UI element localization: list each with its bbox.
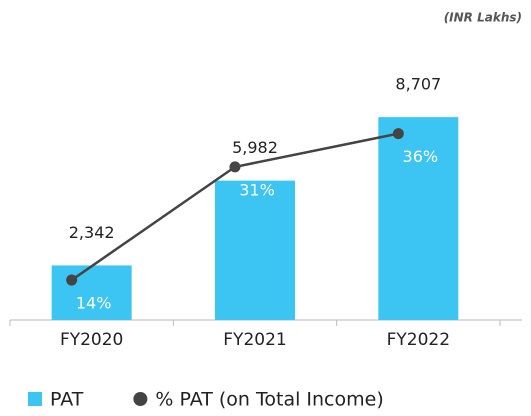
bar-value-label: 5,982 [232, 138, 278, 157]
legend-swatch [133, 392, 148, 406]
legend-label: PAT [50, 389, 84, 411]
bar [215, 180, 295, 320]
x-tick-label: FY2020 [60, 330, 123, 350]
line-value-label: 14% [76, 294, 112, 313]
line-point [392, 128, 404, 140]
x-tick-label: FY2021 [223, 330, 286, 350]
x-tick-label: FY2022 [387, 330, 450, 350]
bar [378, 117, 459, 321]
line-value-label: 36% [403, 147, 439, 166]
legend-swatch [28, 392, 42, 406]
bar-value-label: 8,707 [395, 75, 441, 94]
legend-label: % PAT (on Total Income) [155, 389, 383, 411]
line-point [66, 274, 78, 286]
bar [51, 265, 132, 320]
subtitle: (INR Lakhs) [444, 11, 522, 25]
line-point [229, 161, 241, 173]
line-value-label: 31% [239, 180, 275, 199]
bar-value-label: 2,342 [69, 223, 115, 242]
